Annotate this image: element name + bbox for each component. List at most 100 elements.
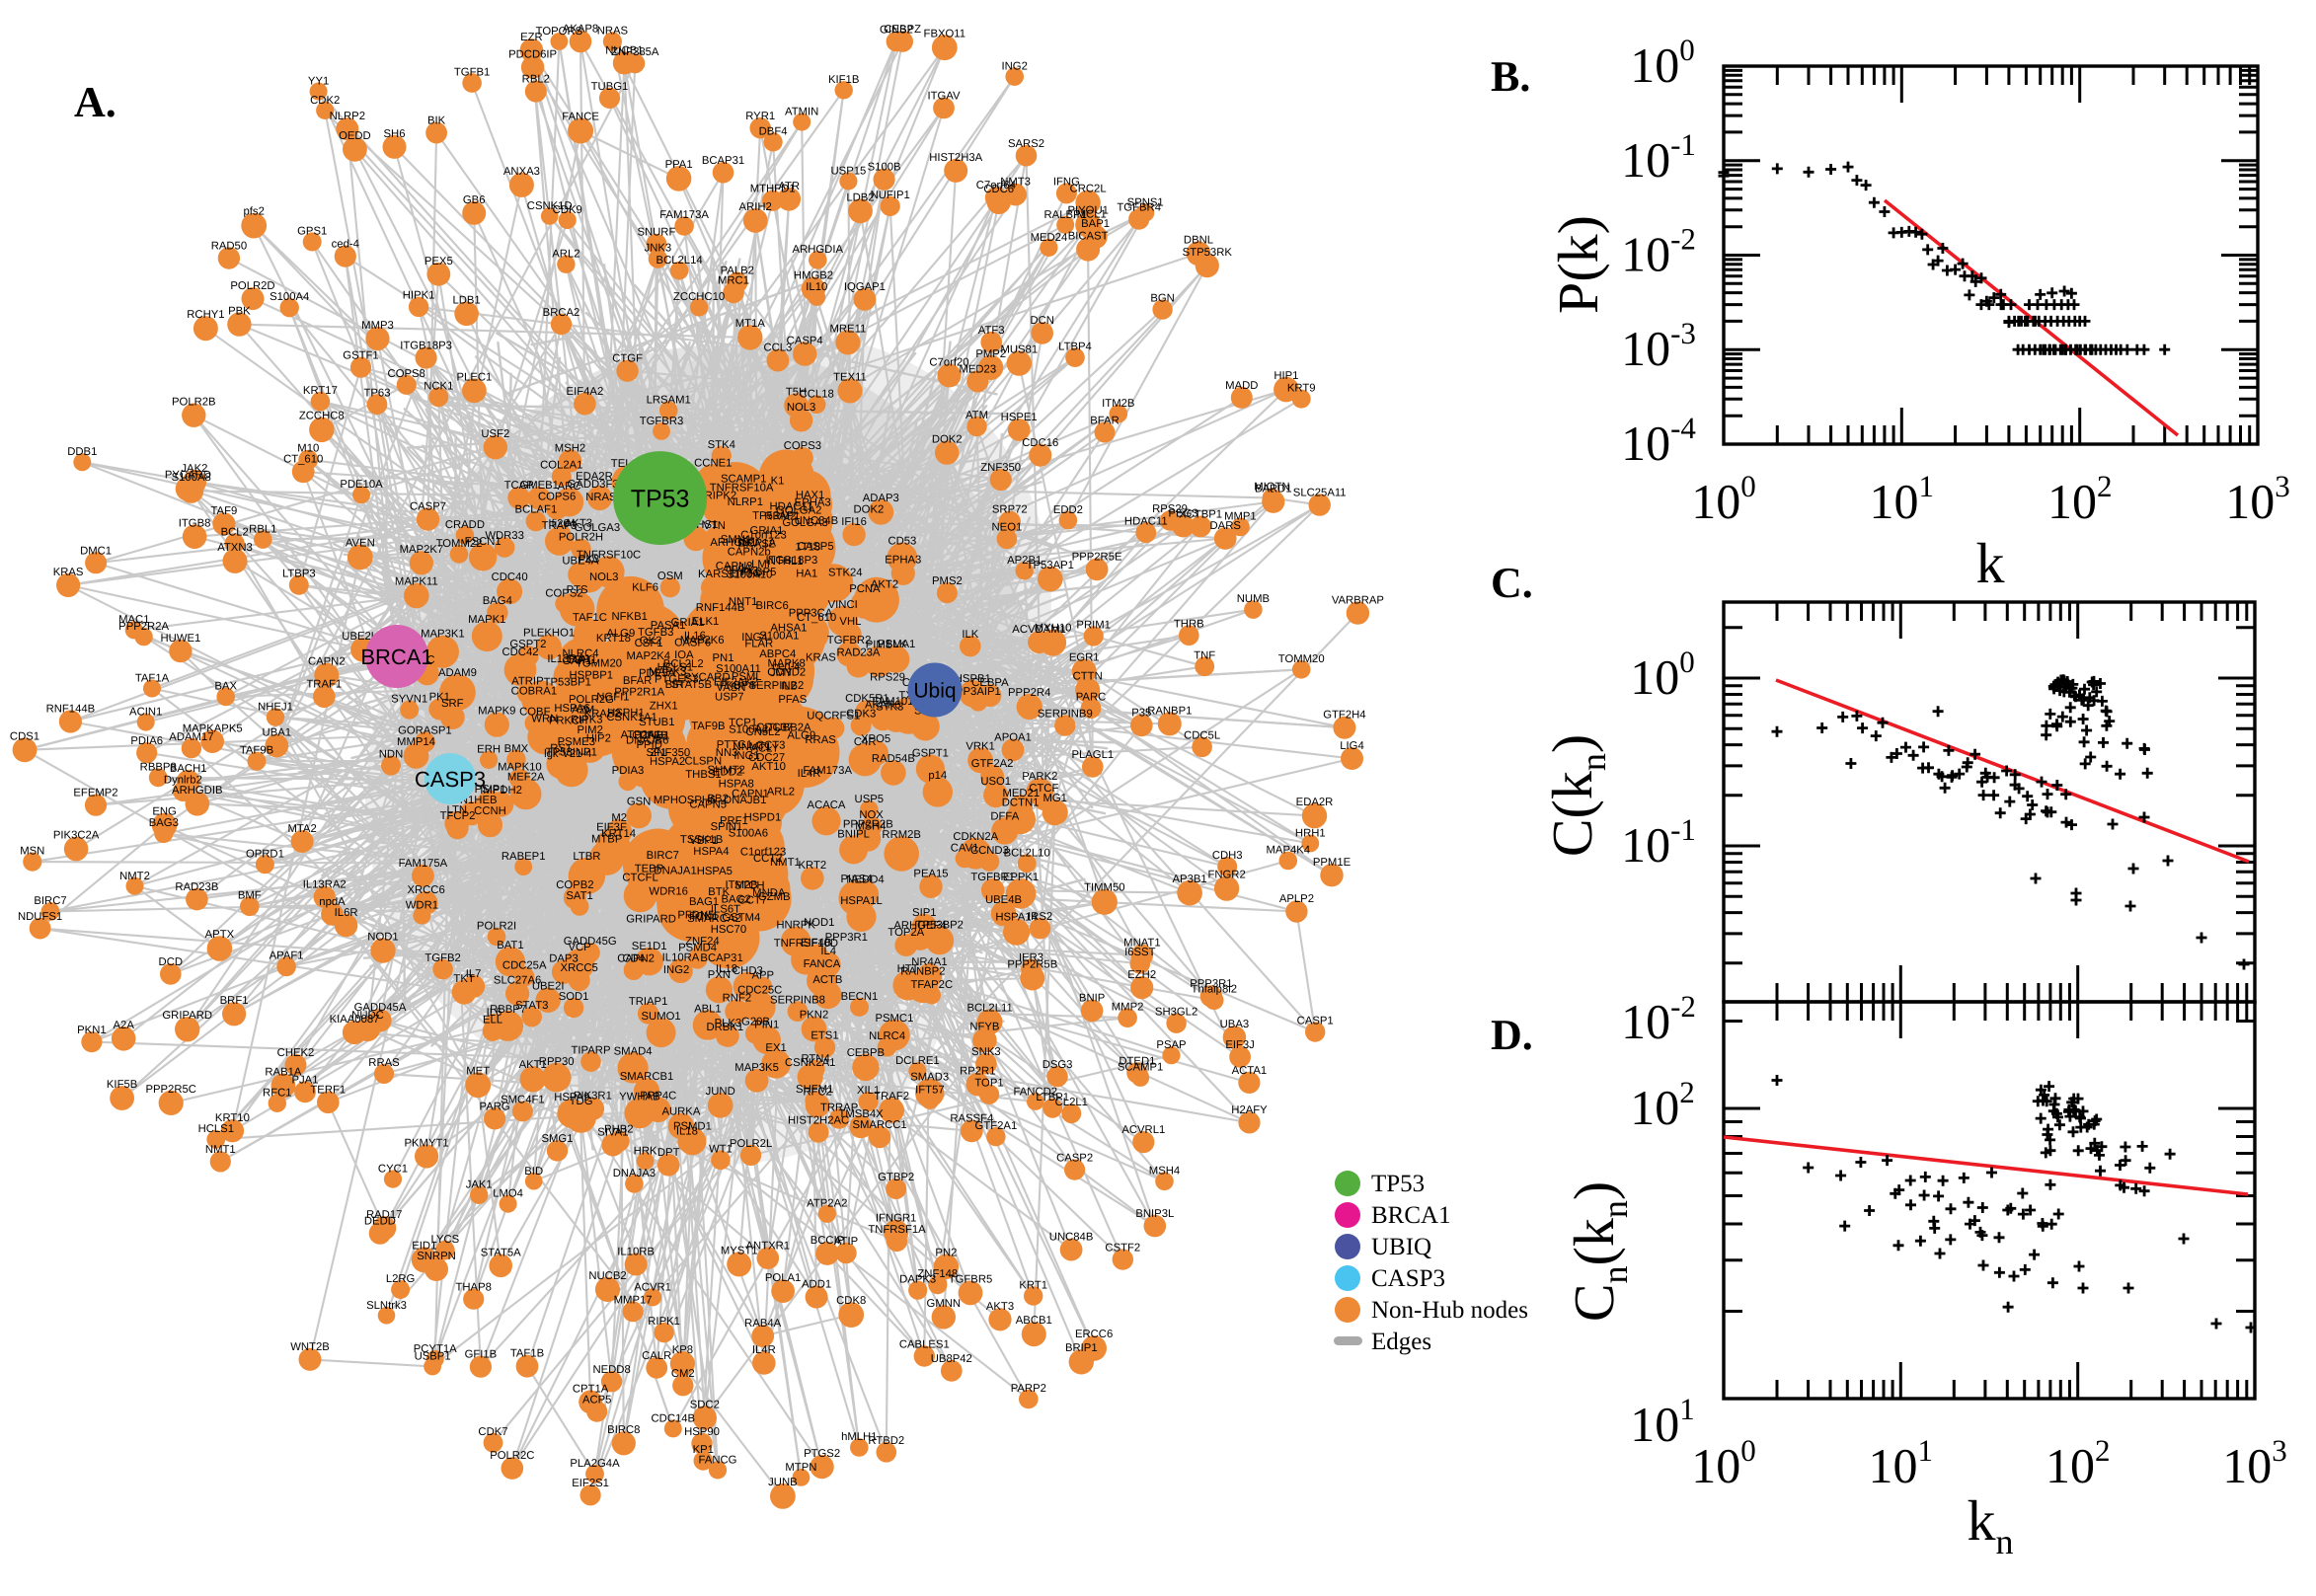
svg-text:RASSF4: RASSF4: [950, 1113, 993, 1125]
svg-text:UBIQ: UBIQ: [1371, 1234, 1431, 1260]
svg-text:1T18: 1T18: [795, 541, 820, 553]
svg-text:AHSA1: AHSA1: [770, 623, 807, 635]
svg-text:KRT10: KRT10: [215, 1112, 250, 1124]
svg-text:HTT: HTT: [897, 963, 919, 975]
svg-text:RANBP1: RANBP1: [1147, 705, 1192, 717]
svg-text:BMF: BMF: [238, 890, 262, 902]
svg-text:ced-4: ced-4: [772, 661, 800, 673]
svg-text:BIRC6: BIRC6: [755, 600, 788, 612]
svg-text:PASA1: PASA1: [651, 620, 686, 632]
svg-text:UBE2I: UBE2I: [532, 981, 565, 993]
svg-text:BECN1: BECN1: [841, 991, 879, 1003]
svg-text:EDA2R: EDA2R: [1296, 797, 1334, 808]
svg-text:AP3B1: AP3B1: [1173, 874, 1207, 885]
svg-text:TP53: TP53: [1371, 1171, 1425, 1197]
svg-text:ACLY: ACLY: [750, 742, 779, 754]
svg-text:S100A8: S100A8: [172, 472, 211, 484]
svg-text:HSPD1: HSPD1: [744, 811, 782, 823]
svg-text:BRCA1: BRCA1: [360, 645, 432, 669]
svg-text:DAPK3: DAPK3: [899, 1274, 936, 1286]
svg-text:PEX5: PEX5: [425, 256, 453, 267]
svg-text:NUFIP1: NUFIP1: [871, 190, 910, 201]
svg-text:TGFB1: TGFB1: [454, 66, 490, 78]
svg-text:A.: A.: [74, 78, 116, 126]
svg-text:CASP1: CASP1: [1297, 1015, 1334, 1026]
svg-text:ANXA3: ANXA3: [503, 166, 540, 178]
svg-text:NR4A1: NR4A1: [911, 956, 947, 968]
svg-text:NFYB: NFYB: [969, 1022, 999, 1033]
svg-text:NN3: NN3: [716, 747, 738, 759]
svg-text:POLR2I: POLR2I: [477, 921, 516, 933]
svg-text:PSML: PSML: [732, 671, 762, 683]
svg-text:SE1D1: SE1D1: [632, 941, 667, 952]
svg-text:PPP3R1: PPP3R1: [825, 932, 868, 944]
svg-text:SMARCA2: SMARCA2: [687, 913, 741, 925]
svg-text:AKT2: AKT2: [871, 578, 898, 590]
svg-text:CEBPZ: CEBPZ: [884, 24, 921, 36]
svg-text:CCNH: CCNH: [474, 805, 506, 817]
svg-text:PJA1: PJA1: [291, 1074, 318, 1086]
svg-text:TRAF2: TRAF2: [874, 1091, 909, 1102]
svg-text:SERPINB9: SERPINB9: [1038, 709, 1093, 721]
svg-text:ADAM9: ADAM9: [438, 667, 477, 679]
svg-text:SNURF: SNURF: [637, 227, 675, 239]
svg-text:PLEC1: PLEC1: [457, 371, 493, 383]
svg-text:NMT1: NMT1: [770, 857, 801, 869]
svg-text:L2RG: L2RG: [386, 1273, 416, 1285]
svg-text:CSNK2A1: CSNK2A1: [785, 1057, 836, 1069]
svg-text:IL10RA: IL10RA: [662, 951, 700, 963]
svg-text:TFAP2C: TFAP2C: [910, 979, 953, 991]
svg-text:CDH1: CDH1: [567, 654, 597, 666]
svg-text:FBXO11: FBXO11: [924, 28, 966, 39]
svg-text:CDK5R1: CDK5R1: [845, 693, 889, 705]
svg-text:RP2R1: RP2R1: [960, 1066, 995, 1078]
svg-text:SOD1: SOD1: [559, 991, 589, 1003]
svg-text:TIPARP: TIPARP: [572, 1044, 611, 1056]
svg-text:LMO4: LMO4: [493, 1188, 523, 1200]
svg-text:CASP3: CASP3: [1371, 1265, 1445, 1292]
svg-text:npdA: npdA: [726, 563, 752, 574]
svg-text:HUWE1: HUWE1: [161, 633, 201, 645]
svg-text:YY1: YY1: [308, 76, 329, 88]
svg-text:POLR2C: POLR2C: [490, 1450, 534, 1462]
svg-text:TRAF1: TRAF1: [306, 679, 342, 691]
svg-text:FKBP5: FKBP5: [741, 567, 777, 578]
svg-text:TAF1B: TAF1B: [510, 1348, 544, 1360]
svg-text:DBF4: DBF4: [759, 125, 788, 137]
svg-text:BIRC7: BIRC7: [34, 895, 66, 907]
svg-text:SMN1: SMN1: [721, 534, 751, 546]
svg-text:MUS81: MUS81: [1000, 343, 1038, 355]
svg-text:APOA1: APOA1: [994, 731, 1032, 743]
svg-text:PKMYT1: PKMYT1: [404, 1137, 448, 1149]
svg-text:HSPB1: HSPB1: [955, 673, 991, 685]
svg-text:DCD: DCD: [159, 956, 183, 968]
svg-text:VINCI: VINCI: [828, 599, 858, 611]
svg-text:POLR2L: POLR2L: [730, 1138, 772, 1150]
svg-text:GADD45A: GADD45A: [354, 1002, 407, 1014]
svg-text:IL4R: IL4R: [798, 768, 821, 780]
svg-text:PXN: PXN: [708, 969, 731, 981]
svg-text:RTN4: RTN4: [801, 1053, 829, 1065]
svg-text:NOD1: NOD1: [804, 917, 834, 929]
svg-text:npdA: npdA: [319, 896, 346, 908]
svg-text:PPP2R2B: PPP2R2B: [843, 819, 893, 831]
svg-text:HCLS1: HCLS1: [657, 661, 693, 673]
svg-text:UQCRFS1: UQCRFS1: [807, 711, 860, 722]
svg-text:HSPA9: HSPA9: [554, 1092, 589, 1103]
svg-text:UBA3: UBA3: [1220, 1019, 1250, 1030]
svg-text:EPHA3: EPHA3: [885, 555, 921, 567]
svg-text:PARG: PARG: [480, 1101, 510, 1112]
svg-text:MNDA: MNDA: [752, 887, 786, 899]
svg-text:BIRC7: BIRC7: [647, 850, 679, 862]
svg-text:IRS2: IRS2: [1028, 911, 1052, 923]
svg-text:RNF144B: RNF144B: [46, 703, 96, 715]
svg-text:GSPT2: GSPT2: [509, 639, 546, 650]
svg-text:SRF: SRF: [441, 698, 464, 710]
svg-text:RRM2: RRM2: [764, 510, 796, 522]
svg-text:EID1: EID1: [412, 1240, 436, 1252]
svg-text:PLAGL1: PLAGL1: [1071, 749, 1114, 761]
svg-text:PN1: PN1: [713, 652, 734, 664]
svg-text:KIF1B: KIF1B: [828, 74, 859, 86]
svg-text:PPP3CA: PPP3CA: [789, 608, 833, 620]
svg-text:PPP2R5B: PPP2R5B: [1007, 959, 1057, 971]
